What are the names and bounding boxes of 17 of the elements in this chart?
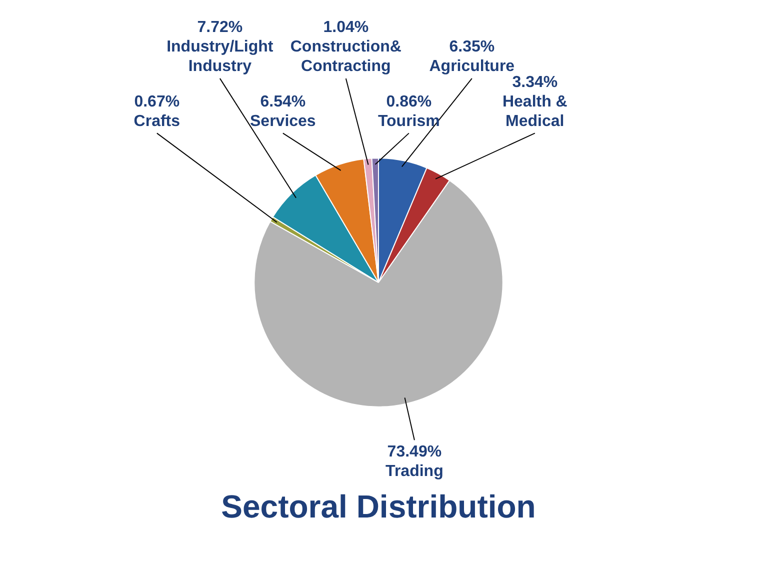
data-label: 0.67% <box>134 93 180 110</box>
slice-label: Agriculture <box>429 58 515 76</box>
data-label: 6.54% <box>260 93 306 110</box>
slice-label: Industry/Light Industry <box>166 38 274 76</box>
slice-label: Construction& Contracting <box>290 38 402 76</box>
slice-label: Health & Medical <box>502 93 568 130</box>
data-label: 0.86% <box>386 93 432 110</box>
data-label: 6.35% <box>449 38 495 56</box>
data-label: 7.72% <box>197 19 243 36</box>
data-label: 73.49% <box>387 443 442 460</box>
data-label: 3.34% <box>512 74 558 91</box>
text: Sectoral Distribution <box>221 488 536 524</box>
slice-label: Tourism <box>378 112 440 130</box>
slice-label: Trading <box>386 463 444 480</box>
slice-label: Crafts <box>134 112 180 130</box>
slice-label: Services <box>250 112 316 130</box>
data-label: 1.04% <box>323 19 369 36</box>
